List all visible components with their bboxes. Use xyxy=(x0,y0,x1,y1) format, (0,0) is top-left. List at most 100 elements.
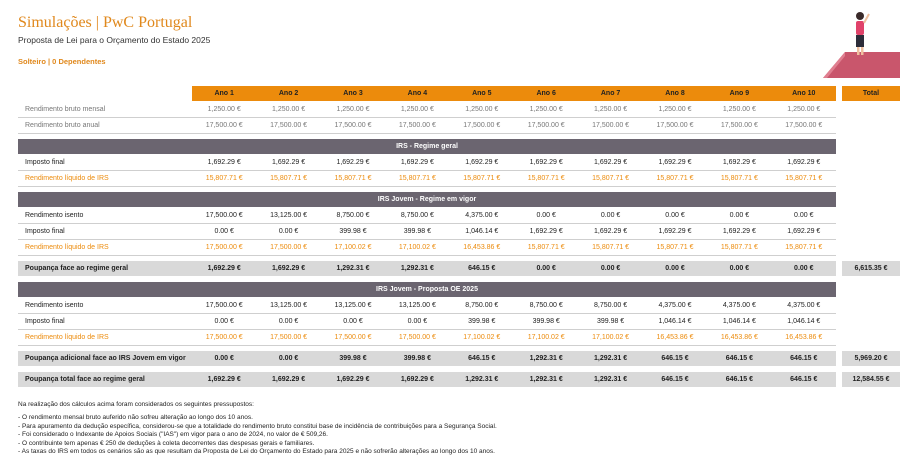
cell-value: 646.15 € xyxy=(449,261,514,276)
cell-value: 15,807.71 € xyxy=(720,175,758,182)
cell-value: 1,250.00 € xyxy=(400,106,434,113)
row-label: Poupança face ao regime geral xyxy=(18,261,192,276)
cell-value: 0.00 € xyxy=(214,228,234,235)
cell-value: 0.00 € xyxy=(343,318,363,325)
cell-value: 1,046.14 € xyxy=(465,228,499,235)
note: - O rendimento mensal bruto auferido não… xyxy=(18,414,253,421)
row-label: Rendimento isento xyxy=(25,212,84,219)
cell-value: 0.00 € xyxy=(256,351,321,366)
cell-value: 15,807.71 € xyxy=(527,175,565,182)
cell-value: 17,500.00 € xyxy=(720,122,758,129)
cell-value: 1,692.29 € xyxy=(256,261,321,276)
row-label: Rendimento bruto anual xyxy=(25,122,100,129)
column-header: Ano 4 xyxy=(385,86,450,101)
cell-value: 1,692.29 € xyxy=(594,159,628,166)
cell-value: 1,046.14 € xyxy=(722,318,756,325)
cell-value: 16,453.86 € xyxy=(720,334,758,341)
cell-value: 4,375.00 € xyxy=(722,302,756,309)
total-value: 12,584.55 € xyxy=(842,372,900,387)
cell-value: 1,292.31 € xyxy=(514,351,579,366)
row-label: Poupança adicional face ao IRS Jovem em … xyxy=(18,351,192,366)
cell-value: 1,250.00 € xyxy=(529,106,563,113)
cell-value: 17,500.00 € xyxy=(205,244,243,251)
cell-value: 0.00 € xyxy=(794,212,814,219)
cell-value: 1,692.29 € xyxy=(529,228,563,235)
cell-value: 17,500.00 € xyxy=(592,122,630,129)
cell-value: 13,125.00 € xyxy=(334,302,372,309)
cell-value: 0.00 € xyxy=(665,212,685,219)
cell-value: 1,292.31 € xyxy=(578,372,643,387)
cell-value: 646.15 € xyxy=(642,351,708,366)
cell-value: 1,250.00 € xyxy=(272,106,306,113)
cell-value: 15,807.71 € xyxy=(463,175,501,182)
cell-value: 17,100.02 € xyxy=(463,334,501,341)
cell-value: 1,692.29 € xyxy=(256,372,321,387)
cell-value: 13,125.00 € xyxy=(270,302,308,309)
cell-value: 15,807.71 € xyxy=(656,244,694,251)
column-header: Ano 5 xyxy=(449,86,514,101)
column-header: Ano 9 xyxy=(707,86,772,101)
cell-value: 1,250.00 € xyxy=(336,106,370,113)
note: - Para apuramento da dedução específica,… xyxy=(18,422,497,430)
cell-value: 17,500.00 € xyxy=(270,334,308,341)
cell-value: 399.98 € xyxy=(320,351,386,366)
cell-value: 1,692.29 € xyxy=(465,159,499,166)
cell-value: 17,100.02 € xyxy=(398,244,436,251)
cell-value: 17,500.00 € xyxy=(205,122,243,129)
cell-value: 1,250.00 € xyxy=(658,106,692,113)
row-divider xyxy=(18,117,836,118)
cell-value: 4,375.00 € xyxy=(465,212,499,219)
column-header: Ano 10 xyxy=(771,86,836,101)
cell-value: 16,453.86 € xyxy=(463,244,501,251)
section-header: IRS Jovem - Regime em vigor xyxy=(18,192,836,207)
cell-value: 1,046.14 € xyxy=(787,318,821,325)
cell-value: 0.00 € xyxy=(407,318,428,325)
cell-value: 16,453.86 € xyxy=(785,334,823,341)
row-divider xyxy=(18,186,836,187)
cell-value: 646.15 € xyxy=(642,372,708,387)
row-divider xyxy=(18,345,836,346)
row-label: Rendimento líquido de IRS xyxy=(25,175,109,182)
cell-value: 0.00 € xyxy=(214,318,234,325)
cell-value: 15,807.71 € xyxy=(270,175,308,182)
cell-value: 1,046.14 € xyxy=(658,318,692,325)
cell-value: 13,125.00 € xyxy=(270,212,308,219)
cell-value: 17,500.00 € xyxy=(205,212,243,219)
cell-value: 15,807.71 € xyxy=(656,175,694,182)
row-divider xyxy=(18,239,836,240)
profile: Solteiro | 0 Dependentes xyxy=(18,57,106,66)
cell-value: 8,750.00 € xyxy=(594,302,628,309)
cell-value: 17,500.00 € xyxy=(785,122,823,129)
note: - Foi considerado o Indexante de Apoios … xyxy=(18,431,328,438)
row-divider xyxy=(18,255,836,256)
section-header: IRS Jovem - Proposta OE 2025 xyxy=(18,282,836,297)
cell-value: 16,453.86 € xyxy=(656,334,694,341)
column-header: Ano 8 xyxy=(642,86,708,101)
cell-value: 1,692.29 € xyxy=(658,228,692,235)
cell-value: 646.15 € xyxy=(771,351,836,366)
cell-value: 17,500.00 € xyxy=(205,302,243,309)
cell-value: 15,807.71 € xyxy=(720,244,758,251)
cell-value: 17,500.00 € xyxy=(334,334,372,341)
cell-value: 0.00 € xyxy=(278,318,299,325)
cell-value: 17,500.00 € xyxy=(527,122,565,129)
cell-value: 8,750.00 € xyxy=(336,212,370,219)
cell-value: 13,125.00 € xyxy=(398,302,436,309)
row-divider xyxy=(18,313,836,314)
cell-value: 15,807.71 € xyxy=(205,175,243,182)
cell-value: 399.98 € xyxy=(596,318,625,325)
cell-value: 1,692.29 € xyxy=(722,228,756,235)
cell-value: 17,500.00 € xyxy=(334,122,372,129)
cell-value: 15,807.71 € xyxy=(592,244,630,251)
cell-value: 0.00 € xyxy=(600,212,621,219)
cell-value: 17,500.00 € xyxy=(270,244,308,251)
cell-value: 17,500.00 € xyxy=(270,122,308,129)
cell-value: 1,692.29 € xyxy=(529,159,563,166)
cell-value: 17,500.00 € xyxy=(463,122,501,129)
cell-value: 8,750.00 € xyxy=(400,212,434,219)
row-divider xyxy=(18,170,836,171)
cell-value: 0.00 € xyxy=(771,261,836,276)
cell-value: 17,100.02 € xyxy=(592,334,630,341)
cell-value: 1,692.29 € xyxy=(594,228,628,235)
row-label: Poupança total face ao regime geral xyxy=(18,372,192,387)
